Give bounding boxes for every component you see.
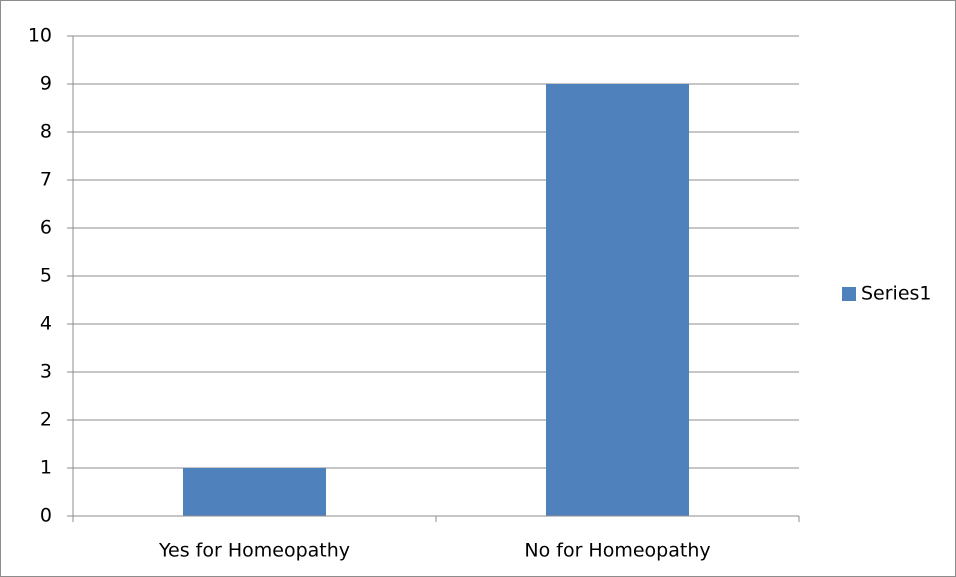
y-tick-label: 7: [40, 169, 52, 191]
bar: [182, 468, 327, 516]
y-tick-label: 0: [40, 505, 52, 527]
x-tick-label: No for Homeopathy: [524, 540, 710, 562]
legend-label: Series1: [861, 283, 932, 305]
x-tick-label: Yes for Homeopathy: [158, 540, 350, 562]
y-tick-label: 2: [40, 409, 52, 431]
y-tick-label: 6: [40, 217, 52, 239]
y-tick-label: 9: [40, 73, 52, 95]
y-tick-label: 3: [40, 361, 52, 383]
y-tick-label: 5: [40, 265, 52, 287]
legend-swatch: [842, 287, 856, 301]
bar: [545, 84, 690, 516]
y-tick-label: 8: [40, 121, 52, 143]
y-tick-label: 4: [40, 313, 52, 335]
y-tick-label: 1: [40, 457, 52, 479]
y-tick-label: 10: [28, 25, 52, 47]
